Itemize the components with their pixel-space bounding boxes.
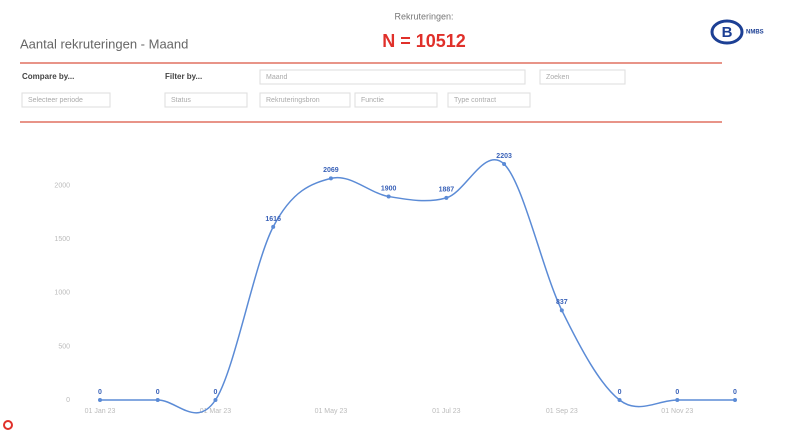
value-label: 1887 [439,187,455,194]
source-select[interactable] [259,92,351,108]
function-text: Functie [361,97,384,104]
status-select[interactable] [164,92,248,108]
value-label: 0 [618,389,622,396]
value-label: 0 [156,389,160,396]
y-tick-label: 0 [66,397,70,404]
value-label: 1900 [381,185,397,192]
point [559,308,564,313]
point [328,176,333,181]
period-select[interactable] [259,69,526,85]
x-tick-label: 01 Mar 23 [200,408,232,415]
x-tick-label: 01 Nov 23 [661,408,693,415]
logo-text: NMBS [746,30,764,36]
search-box[interactable] [539,69,626,85]
point [98,398,102,402]
point [444,195,449,200]
status-text: Status [171,97,191,104]
logo [710,19,744,45]
filter-label: Filter by... [165,72,202,81]
page-title: Aantal rekruteringen - Maand [20,36,188,51]
compare-select[interactable] [21,92,111,108]
value-label: 2203 [496,153,512,160]
x-tick-label: 01 Sep 23 [546,408,578,415]
point [386,194,391,199]
contract-text: Type contract [454,97,496,104]
point [617,398,622,402]
search-text: Zoeken [546,74,569,81]
value-label: 0 [214,389,218,396]
x-tick-label: 01 Jul 23 [432,408,461,415]
source-text: Rekruteringsbron [266,97,320,104]
y-tick-label: 500 [58,343,70,350]
value-label: 2069 [323,167,339,174]
value-label: 0 [733,389,737,396]
kpi-value: N = 10512 [382,31,466,51]
point [155,398,160,402]
x-tick-label: 01 Jan 23 [85,408,116,415]
function-select[interactable] [354,92,438,108]
value-label: 0 [98,389,102,396]
icon [3,420,13,430]
compare-text: Selecteer periode [28,97,83,104]
contract-select[interactable] [447,92,531,108]
point [502,162,507,167]
x-tick-label: 01 May 23 [315,408,348,415]
value-label: 0 [675,389,679,396]
y-tick-label: 1500 [54,236,70,243]
value-label: 837 [556,299,568,306]
line [100,159,735,414]
y-tick-label: 2000 [54,183,70,190]
point [733,398,737,402]
compare-label: Compare by... [22,72,74,81]
point [213,398,218,402]
period-text: Maand [266,74,288,81]
point [675,398,680,402]
point [271,224,276,229]
kpi-label: Rekruteringen: [394,11,453,21]
y-tick-label: 1000 [54,290,70,297]
value-label: 1616 [265,216,281,223]
logo-letter: B [722,24,733,41]
